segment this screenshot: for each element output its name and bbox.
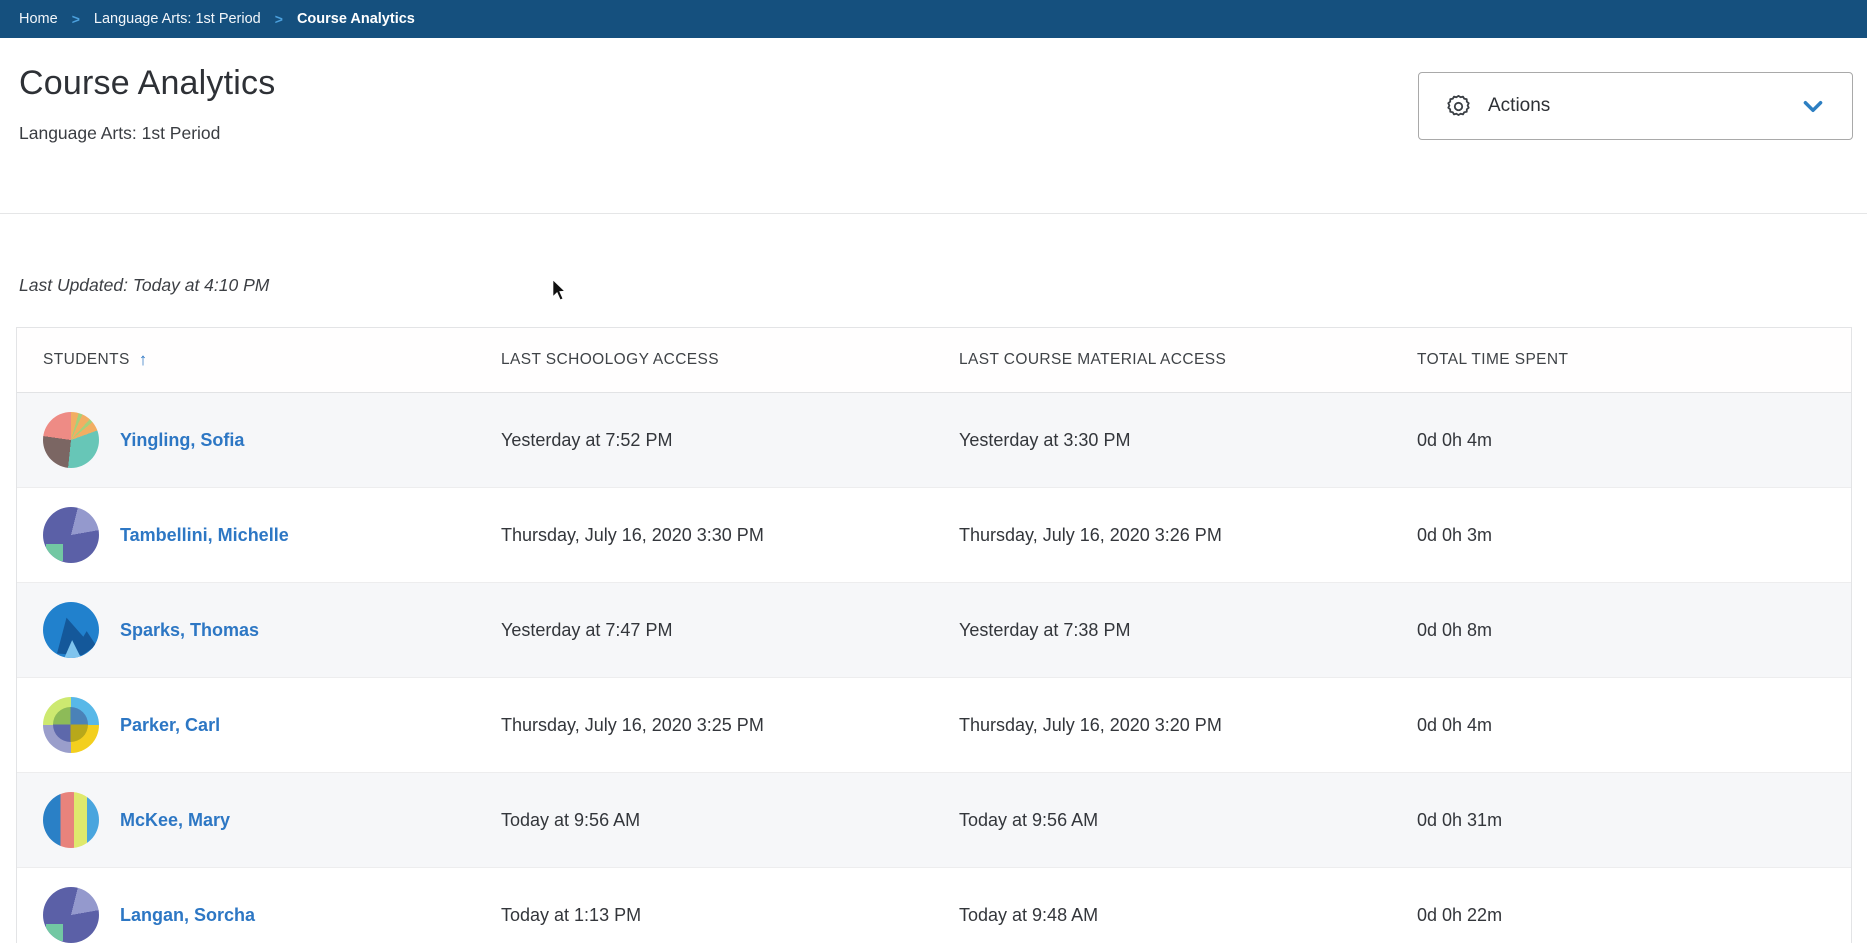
last-schoology-access-value: Thursday, July 16, 2020 3:30 PM — [501, 524, 764, 545]
last-schoology-access-value: Today at 1:13 PM — [501, 904, 642, 925]
total-time-spent-value: 0d 0h 4m — [1417, 429, 1493, 450]
sort-ascending-icon: ↑ — [138, 350, 148, 369]
student-name-link[interactable]: Parker, Carl — [120, 714, 221, 735]
student-avatar[interactable] — [43, 887, 99, 943]
student-avatar[interactable] — [43, 507, 99, 563]
table-row: Parker, Carl Thursday, July 16, 2020 3:2… — [17, 678, 1851, 773]
column-header-last-schoology-access[interactable]: LAST SCHOOLOGY ACCESS — [501, 351, 720, 368]
total-time-spent-value: 0d 0h 8m — [1417, 619, 1493, 640]
student-cell: Sparks, Thomas — [17, 602, 475, 658]
column-header-students-label: STUDENTS — [43, 351, 130, 368]
student-avatar[interactable] — [43, 697, 99, 753]
total-time-spent-value: 0d 0h 4m — [1417, 714, 1493, 735]
last-course-material-access-value: Yesterday at 7:38 PM — [959, 619, 1131, 640]
student-name-link[interactable]: Langan, Sorcha — [120, 904, 256, 925]
student-avatar[interactable] — [43, 412, 99, 468]
actions-button-label: Actions — [1488, 95, 1551, 116]
table-row: Langan, Sorcha Today at 1:13 PM Today at… — [17, 868, 1851, 943]
breadcrumb-separator-icon: > — [71, 11, 80, 27]
last-course-material-access-value: Today at 9:56 AM — [959, 809, 1099, 830]
student-cell: Tambellini, Michelle — [17, 507, 475, 563]
last-schoology-access-value: Thursday, July 16, 2020 3:25 PM — [501, 714, 764, 735]
total-time-spent-value: 0d 0h 22m — [1417, 904, 1503, 925]
last-course-material-access-value: Thursday, July 16, 2020 3:20 PM — [959, 714, 1222, 735]
breadcrumb-separator-icon: > — [274, 11, 283, 27]
student-name-link[interactable]: Yingling, Sofia — [120, 429, 245, 450]
course-analytics-table: STUDENTS ↑ LAST SCHOOLOGY ACCESS LAST CO… — [16, 327, 1852, 943]
last-schoology-access-value: Yesterday at 7:47 PM — [501, 619, 673, 640]
table-header-row: STUDENTS ↑ LAST SCHOOLOGY ACCESS LAST CO… — [17, 328, 1851, 393]
last-schoology-access-value: Yesterday at 7:52 PM — [501, 429, 673, 450]
last-course-material-access-value: Thursday, July 16, 2020 3:26 PM — [959, 524, 1222, 545]
gear-icon — [1445, 93, 1472, 120]
column-header-last-course-material-access[interactable]: LAST COURSE MATERIAL ACCESS — [959, 351, 1227, 368]
breadcrumb: Home > Language Arts: 1st Period > Cours… — [0, 0, 1867, 38]
student-cell: Parker, Carl — [17, 697, 475, 753]
student-avatar[interactable] — [43, 792, 99, 848]
page-title: Course Analytics — [19, 64, 276, 102]
table-row: McKee, Mary Today at 9:56 AM Today at 9:… — [17, 773, 1851, 868]
table-row: Tambellini, Michelle Thursday, July 16, … — [17, 488, 1851, 583]
last-course-material-access-value: Today at 9:48 AM — [959, 904, 1099, 925]
student-cell: Yingling, Sofia — [17, 412, 475, 468]
chevron-down-icon — [1800, 93, 1826, 119]
table-row: Sparks, Thomas Yesterday at 7:47 PM Yest… — [17, 583, 1851, 678]
table-row: Yingling, Sofia Yesterday at 7:52 PM Yes… — [17, 393, 1851, 488]
breadcrumb-item-course[interactable]: Language Arts: 1st Period — [93, 11, 261, 27]
student-cell: McKee, Mary — [17, 792, 475, 848]
total-time-spent-value: 0d 0h 3m — [1417, 524, 1493, 545]
student-name-link[interactable]: Sparks, Thomas — [120, 619, 260, 640]
page-header: Course Analytics Language Arts: 1st Peri… — [0, 38, 1867, 213]
column-header-total-time-spent[interactable]: TOTAL TIME SPENT — [1417, 351, 1569, 368]
header-divider — [0, 213, 1867, 214]
student-cell: Langan, Sorcha — [17, 887, 475, 943]
total-time-spent-value: 0d 0h 31m — [1417, 809, 1503, 830]
last-course-material-access-value: Yesterday at 3:30 PM — [959, 429, 1131, 450]
breadcrumb-item-current: Course Analytics — [296, 11, 415, 27]
breadcrumb-item-home[interactable]: Home — [19, 11, 58, 27]
column-header-students[interactable]: STUDENTS ↑ — [17, 350, 475, 370]
last-schoology-access-value: Today at 9:56 AM — [501, 809, 641, 830]
student-avatar[interactable] — [43, 602, 99, 658]
last-updated-text: Last Updated: Today at 4:10 PM — [19, 275, 270, 295]
actions-dropdown-button[interactable]: Actions — [1418, 72, 1853, 140]
page-subtitle: Language Arts: 1st Period — [19, 123, 221, 143]
student-name-link[interactable]: Tambellini, Michelle — [120, 524, 289, 545]
student-name-link[interactable]: McKee, Mary — [120, 809, 231, 830]
